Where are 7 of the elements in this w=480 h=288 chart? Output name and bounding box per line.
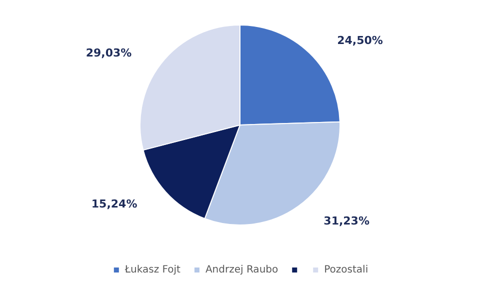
data-label: 15,24% <box>91 197 138 210</box>
legend-label: Łukasz Fojt <box>124 264 181 276</box>
legend-label: Andrzej Raubo <box>205 264 278 276</box>
data-label: 29,03% <box>86 46 132 60</box>
data-label: 31,23% <box>324 214 370 228</box>
legend-label: Pozostali <box>324 264 368 276</box>
data-label: 24,50% <box>337 34 383 47</box>
